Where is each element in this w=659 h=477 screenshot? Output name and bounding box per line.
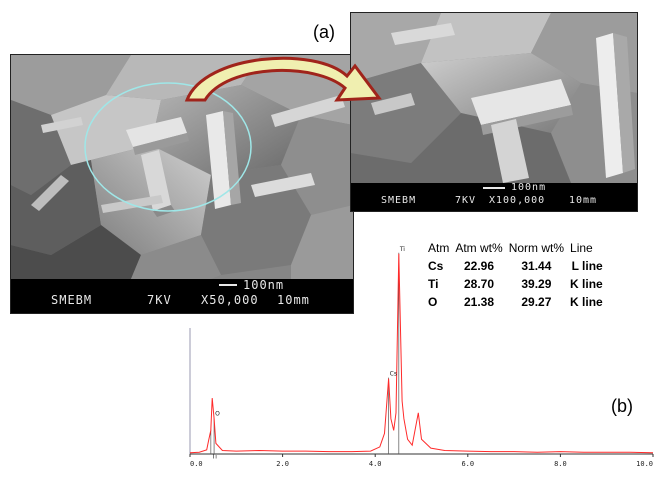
curved-arrow-icon bbox=[184, 56, 382, 102]
cell-element: O bbox=[428, 295, 438, 309]
voltage-label: 7KV bbox=[455, 195, 477, 206]
spectrum-peak-labels: O Ti Cs Ti bbox=[211, 246, 405, 461]
cell-norm-wt: 31.44 bbox=[521, 259, 552, 273]
scale-bar bbox=[219, 284, 237, 286]
magnification-label: X100,000 bbox=[489, 195, 546, 206]
x-tick-label: 8.0 bbox=[554, 460, 567, 468]
x-tick-label: 2.0 bbox=[276, 460, 289, 468]
spectrum-axes bbox=[189, 328, 653, 455]
peak-label: Ti bbox=[399, 246, 405, 253]
cell-line: K line bbox=[570, 277, 603, 291]
spectrum-line bbox=[189, 253, 654, 454]
highlight-circle bbox=[84, 82, 252, 212]
header-norm-wt: Norm wt% bbox=[508, 241, 565, 255]
header-atm: Atm bbox=[428, 241, 450, 255]
eds-spectrum-chart: 0.0 2.0 4.0 6.0 8.0 10.0 O Ti Cs Ti bbox=[189, 246, 654, 468]
cell-norm-wt: 29.27 bbox=[521, 295, 552, 309]
cell-line: K line bbox=[570, 295, 603, 309]
header-line: Line bbox=[570, 241, 593, 255]
cell-atm-wt: 28.70 bbox=[464, 277, 495, 291]
sem-databar-50k: 100nm SMEBM 7KV X50,000 10mm bbox=[11, 278, 353, 313]
table-header-row: Atm Atm wt% Norm wt% Line bbox=[428, 241, 603, 258]
x-tick-label: 0.0 bbox=[190, 460, 203, 468]
magnification-label: X50,000 bbox=[201, 293, 259, 307]
header-atm-wt: Atm wt% bbox=[455, 241, 503, 255]
cell-element: Cs bbox=[428, 259, 444, 273]
peak-label: Ti bbox=[211, 453, 217, 460]
spectrum-tick-labels: 0.0 2.0 4.0 6.0 8.0 10.0 bbox=[189, 454, 654, 468]
lab-label: SMEBM bbox=[51, 293, 93, 307]
scale-bar-label: 100nm bbox=[243, 278, 285, 292]
scale-bar-label: 100nm bbox=[511, 182, 547, 193]
x-tick-label: 4.0 bbox=[369, 460, 382, 468]
working-distance-label: 10mm bbox=[569, 195, 598, 206]
spectrum-peak-markers bbox=[210, 252, 400, 454]
peak-label: O bbox=[215, 411, 220, 418]
table-row: O 21.38 29.27 K line bbox=[428, 294, 603, 312]
cell-norm-wt: 39.29 bbox=[521, 277, 552, 291]
cell-line: L line bbox=[571, 259, 603, 273]
lab-label: SMEBM bbox=[381, 195, 417, 206]
x-tick-label: 10.0 bbox=[636, 460, 653, 468]
scale-bar bbox=[483, 187, 505, 189]
eds-composition-table: Atm Atm wt% Norm wt% Line Cs 22.96 31.44… bbox=[428, 241, 603, 312]
table-row: Ti 28.70 39.29 K line bbox=[428, 276, 603, 294]
cell-atm-wt: 22.96 bbox=[464, 259, 495, 273]
cell-element: Ti bbox=[428, 277, 439, 291]
voltage-label: 7KV bbox=[147, 293, 172, 307]
table-row: Cs 22.96 31.44 L line bbox=[428, 258, 603, 276]
sem-micrograph-100k bbox=[351, 13, 637, 183]
cell-atm-wt: 21.38 bbox=[464, 295, 495, 309]
sem-databar-100k: 100nm SMEBM 7KV X100,000 10mm bbox=[351, 182, 637, 211]
panel-label-b: (b) bbox=[611, 396, 633, 416]
peak-label: Cs bbox=[390, 371, 397, 378]
sem-image-100k: 100nm SMEBM 7KV X100,000 10mm bbox=[350, 12, 638, 212]
x-tick-label: 6.0 bbox=[461, 460, 474, 468]
working-distance-label: 10mm bbox=[277, 293, 310, 307]
panel-label-a: (a) bbox=[313, 22, 335, 42]
